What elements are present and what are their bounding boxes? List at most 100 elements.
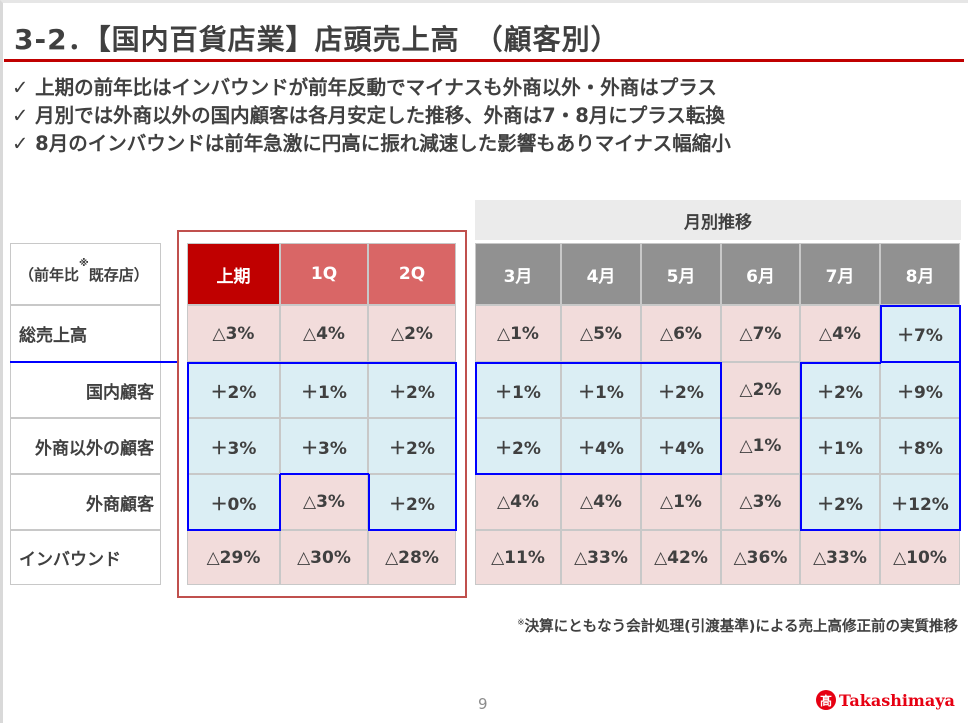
table-cell: △4%	[475, 474, 561, 530]
table-cell: △1%	[475, 305, 561, 362]
table-cell: △42%	[641, 530, 721, 585]
table-cell: ＋1%	[800, 418, 880, 474]
highlight-outline	[187, 529, 281, 531]
page-number: 9	[478, 695, 488, 713]
highlight-outline	[455, 362, 457, 419]
summary-bullets: ✓ 上期の前年比はインバウンドが前年反動でマイナスも外商以外・外商はプラス ✓ …	[12, 74, 731, 158]
column-header: 4月	[561, 243, 641, 305]
table-cell: △7%	[721, 305, 800, 362]
table-cell: ＋1%	[475, 362, 561, 418]
column-header: 7月	[800, 243, 880, 305]
highlight-outline	[187, 418, 189, 475]
bullet-item: ✓ 上期の前年比はインバウンドが前年反動でマイナスも外商以外・外商はプラス	[12, 76, 717, 99]
takashimaya-logo: 髙 Takashimaya	[816, 690, 955, 710]
column-header: 上期	[187, 243, 280, 305]
highlight-outline	[800, 418, 802, 475]
column-header: 8月	[880, 243, 960, 305]
table-cell: △1%	[641, 474, 721, 530]
highlight-outline	[475, 362, 562, 364]
corner-label: （前年比 ※ 既存店）	[10, 243, 161, 305]
table-cell: ＋2%	[368, 418, 456, 474]
highlight-outline	[475, 473, 562, 475]
highlight-outline	[475, 362, 477, 419]
highlight-outline	[368, 362, 457, 364]
highlight-outline	[561, 473, 642, 475]
column-header: 3月	[475, 243, 561, 305]
highlight-outline	[368, 529, 457, 531]
title-underline	[4, 59, 964, 62]
highlight-outline	[959, 305, 961, 363]
highlight-outline	[455, 474, 457, 531]
highlight-outline	[959, 474, 961, 531]
table-cell: △4%	[800, 305, 880, 362]
table-cell: △29%	[187, 530, 280, 585]
table-cell: ＋8%	[880, 418, 960, 474]
table-cell: △3%	[280, 474, 368, 530]
highlight-outline	[959, 362, 961, 419]
logo-seal-icon: 髙	[816, 690, 836, 710]
row-label: 外商以外の顧客	[10, 418, 161, 474]
table-cell: ＋2%	[800, 474, 880, 530]
table-cell: △4%	[280, 305, 368, 362]
table-cell: ＋12%	[880, 474, 960, 530]
highlight-outline	[720, 418, 722, 475]
table-cell: ＋7%	[880, 305, 960, 362]
table-cell: △10%	[880, 530, 960, 585]
table-cell: ＋2%	[187, 362, 280, 418]
highlight-outline	[279, 474, 281, 531]
highlight-outline	[880, 529, 961, 531]
highlight-outline	[800, 362, 802, 419]
table-cell: △2%	[721, 362, 800, 418]
table-cell: △36%	[721, 530, 800, 585]
column-header: 1Q	[280, 243, 368, 305]
table-cell: △6%	[641, 305, 721, 362]
table-cell: △33%	[561, 530, 641, 585]
highlight-outline	[959, 418, 961, 475]
highlight-outline	[641, 473, 722, 475]
table-cell: △3%	[721, 474, 800, 530]
bullet-item: ✓ 月別では外商以外の国内顧客は各月安定した推移、外商は7・8月にプラス転換	[12, 104, 725, 127]
highlight-outline	[280, 362, 369, 364]
highlight-outline	[641, 362, 722, 364]
table-cell: ＋1%	[561, 362, 641, 418]
column-header: 6月	[721, 243, 800, 305]
table-cell: ＋2%	[800, 362, 880, 418]
highlight-outline	[10, 361, 177, 363]
page-title: 3-2．【国内百貨店業】店頭売上高 （顧客別）	[14, 23, 620, 56]
highlight-outline	[880, 305, 961, 307]
highlight-outline	[880, 361, 961, 363]
highlight-outline	[187, 362, 281, 364]
highlight-outline	[455, 418, 457, 475]
table-cell: ＋3%	[280, 418, 368, 474]
highlight-outline	[880, 305, 882, 363]
column-header: 2Q	[368, 243, 456, 305]
table-cell: ＋2%	[368, 362, 456, 418]
first-half-highlight-box	[177, 230, 467, 598]
table-cell: ＋2%	[475, 418, 561, 474]
table-cell: ＋0%	[187, 474, 280, 530]
row-label: 外商顧客	[10, 474, 161, 530]
table-cell: ＋3%	[187, 418, 280, 474]
row-label: インバウンド	[10, 530, 161, 585]
highlight-outline	[561, 362, 642, 364]
monthly-trend-header: 月別推移	[475, 200, 961, 240]
highlight-outline	[475, 418, 477, 475]
table-cell: △33%	[800, 530, 880, 585]
column-header: 5月	[641, 243, 721, 305]
table-cell: ＋4%	[641, 418, 721, 474]
table-cell: ＋2%	[641, 362, 721, 418]
table-cell: △2%	[368, 305, 456, 362]
table-cell: △5%	[561, 305, 641, 362]
highlight-outline	[800, 529, 881, 531]
table-cell: ＋9%	[880, 362, 960, 418]
bullet-item: ✓ 8月のインバウンドは前年急激に円高に振れ減速した影響もありマイナス幅縮小	[12, 132, 731, 155]
highlight-outline	[280, 473, 369, 475]
row-label: 総売上高	[10, 305, 161, 362]
table-cell: △30%	[280, 530, 368, 585]
table-cell: ＋4%	[561, 418, 641, 474]
highlight-outline	[187, 474, 189, 531]
highlight-outline	[800, 474, 802, 531]
table-cell: △3%	[187, 305, 280, 362]
table-cell: △4%	[561, 474, 641, 530]
